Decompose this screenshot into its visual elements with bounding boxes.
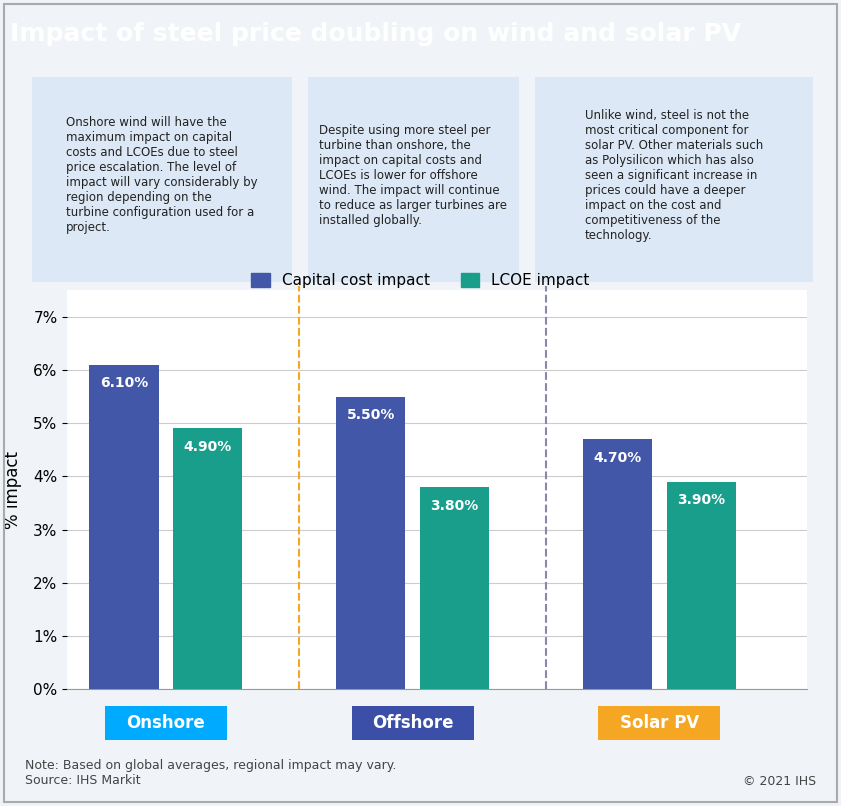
- Text: © 2021 IHS: © 2021 IHS: [743, 775, 816, 788]
- Legend: Capital cost impact, LCOE impact: Capital cost impact, LCOE impact: [246, 268, 595, 295]
- Text: Solar PV: Solar PV: [620, 714, 699, 732]
- Bar: [336, 397, 405, 689]
- Text: 6.10%: 6.10%: [100, 376, 148, 390]
- Text: 3.80%: 3.80%: [431, 499, 479, 513]
- Text: Note: Based on global averages, regional impact may vary.
Source: IHS Markit: Note: Based on global averages, regional…: [25, 759, 397, 787]
- Text: Impact of steel price doubling on wind and solar PV: Impact of steel price doubling on wind a…: [10, 23, 741, 46]
- Text: 4.90%: 4.90%: [184, 440, 232, 454]
- Bar: [89, 364, 159, 689]
- Text: Onshore wind will have the
maximum impact on capital
costs and LCOEs due to stee: Onshore wind will have the maximum impac…: [66, 116, 257, 235]
- Text: 5.50%: 5.50%: [346, 409, 395, 422]
- Bar: [667, 482, 736, 689]
- Bar: [420, 487, 489, 689]
- Text: Unlike wind, steel is not the
most critical component for
solar PV. Other materi: Unlike wind, steel is not the most criti…: [585, 109, 763, 242]
- Bar: [173, 429, 242, 689]
- Y-axis label: % impact: % impact: [4, 451, 22, 529]
- Bar: [583, 439, 652, 689]
- Text: Despite using more steel per
turbine than onshore, the
impact on capital costs a: Despite using more steel per turbine tha…: [320, 124, 507, 226]
- Text: Onshore: Onshore: [127, 714, 205, 732]
- Text: Offshore: Offshore: [372, 714, 453, 732]
- Text: 4.70%: 4.70%: [593, 451, 642, 465]
- Text: 3.90%: 3.90%: [677, 493, 725, 507]
